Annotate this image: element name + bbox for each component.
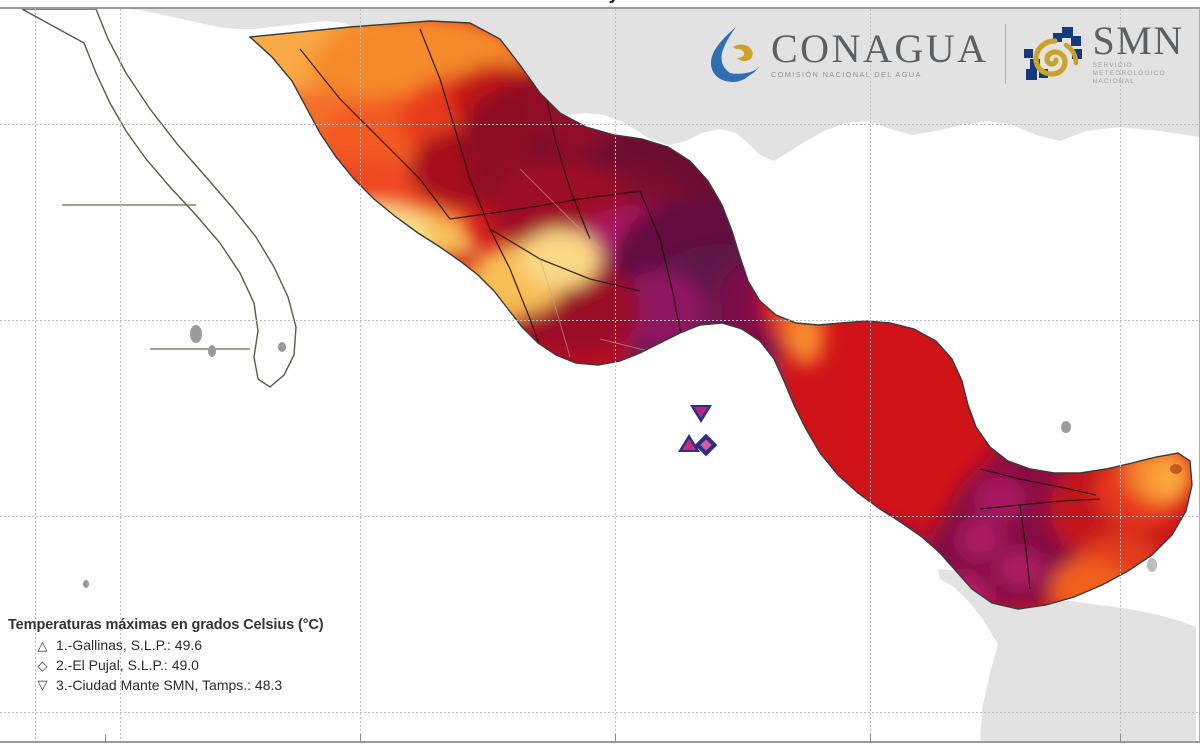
smn-wordmark: SMN: [1092, 18, 1184, 63]
central-america-south: [980, 601, 1196, 743]
axis-tick: [1120, 734, 1121, 743]
page-title: del 05 de mayo de 2024: [0, 0, 1200, 7]
triangle-up-icon: △: [37, 637, 48, 653]
legend-item-gallinas: △ 1.-Gallinas, S.L.P.: 49.6: [36, 636, 324, 656]
smn-logo: SMN SERVICIO METEOROLÓGICO NACIONAL: [1022, 18, 1184, 87]
legend-item-label: 1.-Gallinas, S.L.P.: 49.6: [56, 637, 203, 653]
axis-tick: [360, 734, 361, 743]
gridline-vertical: [35, 9, 36, 743]
legend: Temperaturas máximas en grados Celsius (…: [8, 617, 324, 696]
legend-item-ciudad-mante: ▽ 3.-Ciudad Mante SMN, Tamps.: 48.3: [36, 676, 324, 696]
legend-item-label: 3.-Ciudad Mante SMN, Tamps.: 48.3: [56, 676, 283, 693]
conagua-water-drop-icon: [711, 27, 759, 83]
map-canvas: [0, 7, 1200, 743]
island-north: [1058, 49, 1196, 81]
logo-divider: [1004, 24, 1006, 85]
gridline-horizontal: [0, 516, 1200, 517]
conagua-subtitle: COMISIÓN NACIONAL DEL AGUA: [771, 69, 922, 79]
smn-subtitle: SERVICIO METEOROLÓGICO NACIONAL: [1093, 62, 1184, 87]
legend-item-label: 2.-El Pujal, S.L.P.: 49.0: [56, 656, 199, 673]
gridline-horizontal: [0, 712, 1200, 713]
smn-subtitle-line1: SERVICIO: [1092, 62, 1133, 69]
mexico-outline: [248, 20, 1193, 610]
smn-subtitle-line3: NACIONAL: [1092, 78, 1136, 86]
logo-bar: CONAGUA COMISIÓN NACIONAL DEL AGUA: [706, 18, 1184, 87]
gulf-water-notch: [746, 155, 790, 321]
triangle-down-icon: ▽: [37, 677, 48, 693]
smn-spiral-icon: [1023, 27, 1082, 81]
axis-tick: [870, 734, 871, 743]
map-graphic: [0, 9, 1200, 743]
gridline-vertical: [870, 9, 871, 743]
axis-tick: [615, 734, 616, 743]
conagua-wordmark: CONAGUA: [771, 25, 989, 71]
gridline-vertical: [1120, 9, 1121, 743]
legend-heading: Temperaturas máximas en grados Celsius (…: [8, 617, 324, 633]
axis-tick: [105, 734, 106, 743]
diamond-icon: ◇: [37, 657, 48, 673]
map-frame-bottom-edge: [0, 741, 1200, 743]
gridline-vertical: [120, 9, 121, 743]
usa-landmass: [100, 9, 1200, 161]
station-marker-gallinas[interactable]: [678, 434, 700, 452]
legend-item-el-pujal: ◇ 2.-El Pujal, S.L.P.: 49.0: [36, 656, 324, 676]
smn-subtitle-line2: METEOROLÓGICO: [1092, 70, 1166, 78]
baja-california: [21, 9, 297, 388]
gridline-horizontal: [0, 320, 1200, 321]
station-marker-ciudad-mante[interactable]: [690, 405, 712, 423]
gridline-horizontal: [0, 124, 1200, 125]
islands: [83, 325, 1182, 588]
gridline-vertical: [615, 9, 616, 743]
gridline-vertical: [360, 9, 361, 743]
conagua-logo: CONAGUA COMISIÓN NACIONAL DEL AGUA: [706, 23, 989, 85]
